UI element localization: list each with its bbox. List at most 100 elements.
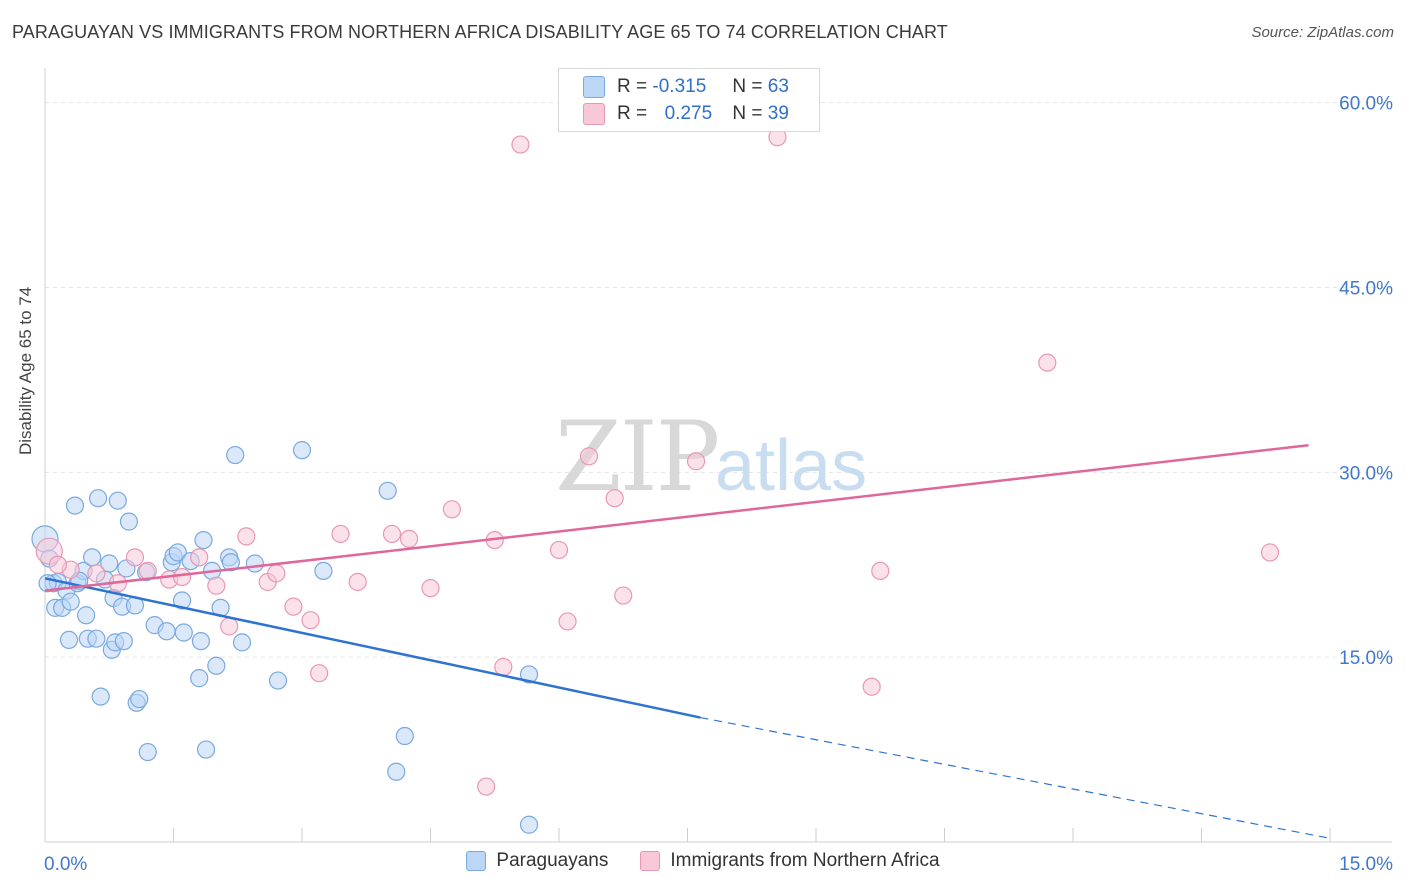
paraguayan-point	[61, 592, 80, 611]
paraguayan-point	[378, 481, 397, 500]
paraguayan-point	[119, 512, 139, 531]
northern-africa-point	[237, 527, 256, 546]
northern-africa-point	[579, 447, 599, 466]
paraguayan-point	[226, 445, 245, 465]
northern-africa-point	[1038, 353, 1057, 372]
paraguayan-point	[168, 543, 187, 562]
northern-africa-point	[331, 524, 350, 544]
paraguayan-point	[174, 623, 193, 642]
northern-africa-point	[348, 572, 367, 592]
northern-africa-point	[48, 555, 67, 574]
n-value: 63	[767, 76, 789, 97]
northern-africa-point	[549, 540, 569, 560]
northern-africa-point	[871, 561, 890, 581]
paraguayan-point	[89, 489, 108, 508]
paraguayan-point	[91, 687, 110, 706]
paraguayan-point	[65, 496, 85, 515]
northern-africa-point	[125, 548, 145, 567]
n-label: N =	[732, 103, 763, 124]
northern-africa-point	[207, 576, 226, 595]
paraguayan-point	[59, 630, 79, 650]
northern-africa-point	[442, 500, 462, 519]
paraguayans-trend-extension	[700, 716, 1331, 839]
paraguayan-point	[196, 740, 216, 759]
legend-swatch-pink	[583, 103, 605, 125]
paraguayan-point	[245, 554, 264, 573]
paraguayan-point	[114, 632, 133, 651]
northern-africa-point	[614, 586, 633, 605]
x-tick-label: 15.0%	[1339, 854, 1393, 875]
northern-africa-trend-line	[44, 443, 1309, 592]
northern-africa-point	[511, 135, 530, 154]
northern-africa-point	[494, 657, 513, 677]
legend-swatch-blue	[583, 76, 605, 98]
n-label: N =	[732, 76, 763, 97]
r-label: R =	[617, 76, 648, 97]
paraguayan-point	[190, 669, 209, 688]
y-tick-label: 30.0%	[1339, 463, 1393, 484]
paraguayan-point	[108, 491, 127, 510]
y-tick-label: 15.0%	[1339, 648, 1393, 669]
northern-africa-point	[301, 611, 320, 630]
axes	[44, 68, 1392, 843]
northern-africa-point	[862, 677, 881, 696]
paraguayan-point	[172, 591, 192, 610]
paraguayan-point	[157, 622, 176, 641]
paraguayan-point	[395, 726, 414, 746]
series-legend: Paraguayans Immigrants from Northern Afr…	[0, 850, 1406, 872]
paraguayan-point	[130, 689, 149, 709]
r-value: -0.315	[652, 76, 707, 97]
paraguayan-point	[519, 815, 539, 834]
paraguayan-point	[83, 548, 102, 567]
r-label: R =	[617, 103, 648, 124]
source-label: Source: ZipAtlas.com	[1251, 24, 1394, 41]
paraguayans-trend-line	[44, 577, 701, 719]
stats-legend: R = -0.315 N = 63 R = 0.275 N = 39	[558, 68, 820, 132]
northern-africa-point	[421, 579, 440, 598]
paraguayan-point	[138, 742, 157, 762]
northern-africa-point	[310, 664, 329, 683]
legend-swatch-blue	[466, 851, 487, 871]
northern-africa-point	[477, 777, 496, 796]
northern-africa-point	[220, 617, 239, 636]
northern-africa-point	[172, 567, 192, 587]
northern-africa-points	[35, 128, 1280, 796]
paraguayan-point	[194, 530, 213, 550]
y-axis-label: Disability Age 65 to 74	[16, 286, 35, 455]
paraguayan-point	[100, 554, 119, 573]
chart-title: PARAGUAYAN VS IMMIGRANTS FROM NORTHERN A…	[12, 22, 948, 42]
northern-africa-point	[284, 597, 303, 616]
paraguayan-point	[221, 553, 240, 572]
northern-africa-point	[267, 564, 286, 583]
paraguayan-point	[87, 629, 106, 648]
northern-africa-point	[399, 529, 419, 548]
watermark-atlas: atlas	[715, 426, 867, 506]
paraguayan-point	[387, 762, 406, 781]
paraguayan-point	[292, 441, 312, 460]
x-tick-label: 0.0%	[44, 854, 87, 875]
trend-lines	[44, 443, 1331, 839]
paraguayan-point	[77, 606, 96, 625]
northern-africa-point	[382, 524, 402, 544]
paraguayan-point	[207, 656, 226, 675]
y-tick-label: 45.0%	[1339, 278, 1393, 299]
legend-item-northern-africa: Immigrants from Northern Africa	[640, 850, 940, 872]
stats-row-northern-africa: R = 0.275 N = 39	[583, 101, 789, 127]
paraguayans-points	[31, 441, 539, 834]
paraguayan-point	[232, 633, 252, 652]
northern-africa-point	[605, 489, 624, 508]
watermark: ZIP atlas	[555, 401, 867, 513]
paraguayan-point	[191, 632, 211, 651]
northern-africa-point	[1260, 543, 1280, 562]
paraguayan-point	[519, 665, 539, 684]
northern-africa-point	[686, 452, 706, 471]
legend-label: Immigrants from Northern Africa	[670, 850, 940, 871]
paraguayan-point	[268, 671, 288, 690]
northern-africa-point	[190, 548, 209, 567]
stats-row-paraguayans: R = -0.315 N = 63	[583, 74, 789, 100]
r-value: 0.275	[664, 103, 713, 124]
gridlines	[45, 102, 1392, 658]
paraguayan-point	[314, 561, 333, 581]
tick-labels: 15.0% 30.0% 45.0% 60.0% 0.0% 15.0%	[44, 94, 1393, 875]
